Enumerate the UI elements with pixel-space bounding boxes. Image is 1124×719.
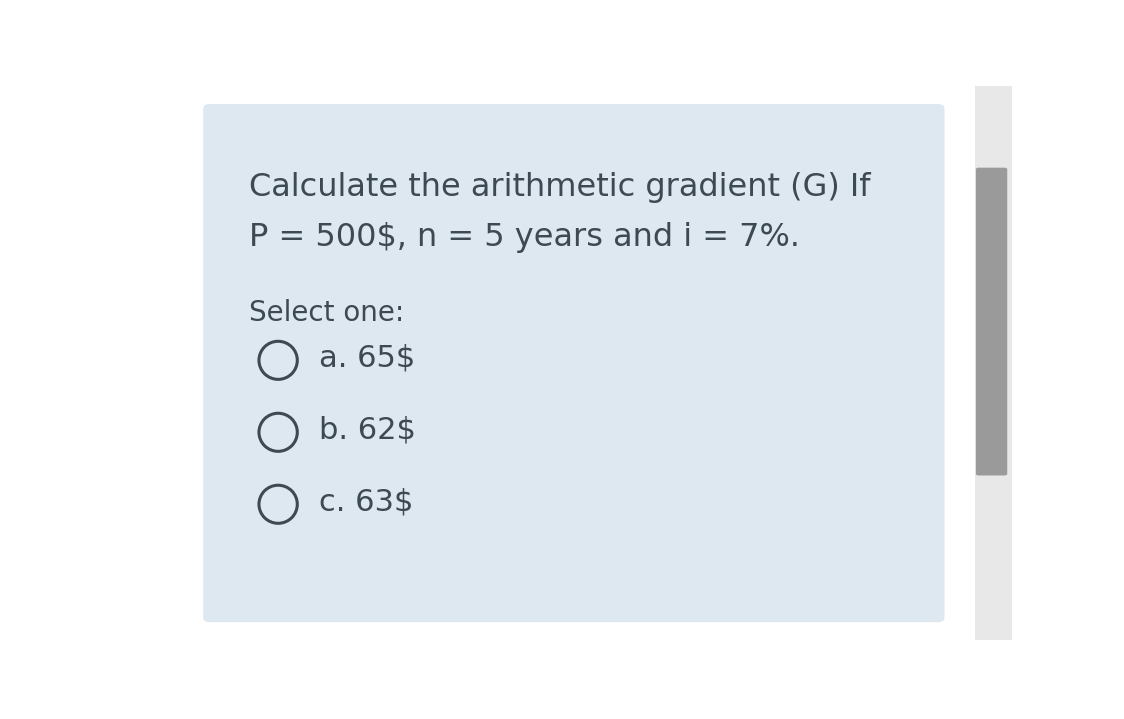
Text: c. 63$: c. 63$: [319, 487, 414, 516]
Ellipse shape: [259, 485, 297, 523]
Text: Calculate the arithmetic gradient (G) If: Calculate the arithmetic gradient (G) If: [250, 172, 871, 203]
FancyBboxPatch shape: [975, 86, 1012, 640]
FancyBboxPatch shape: [976, 168, 1007, 475]
Text: b. 62$: b. 62$: [319, 415, 416, 444]
Ellipse shape: [259, 413, 297, 452]
Text: Select one:: Select one:: [250, 299, 405, 327]
Text: P = 500$, n = 5 years and i = 7%.: P = 500$, n = 5 years and i = 7%.: [250, 222, 800, 253]
Text: a. 65$: a. 65$: [319, 343, 416, 372]
Ellipse shape: [259, 342, 297, 380]
FancyBboxPatch shape: [203, 104, 944, 622]
